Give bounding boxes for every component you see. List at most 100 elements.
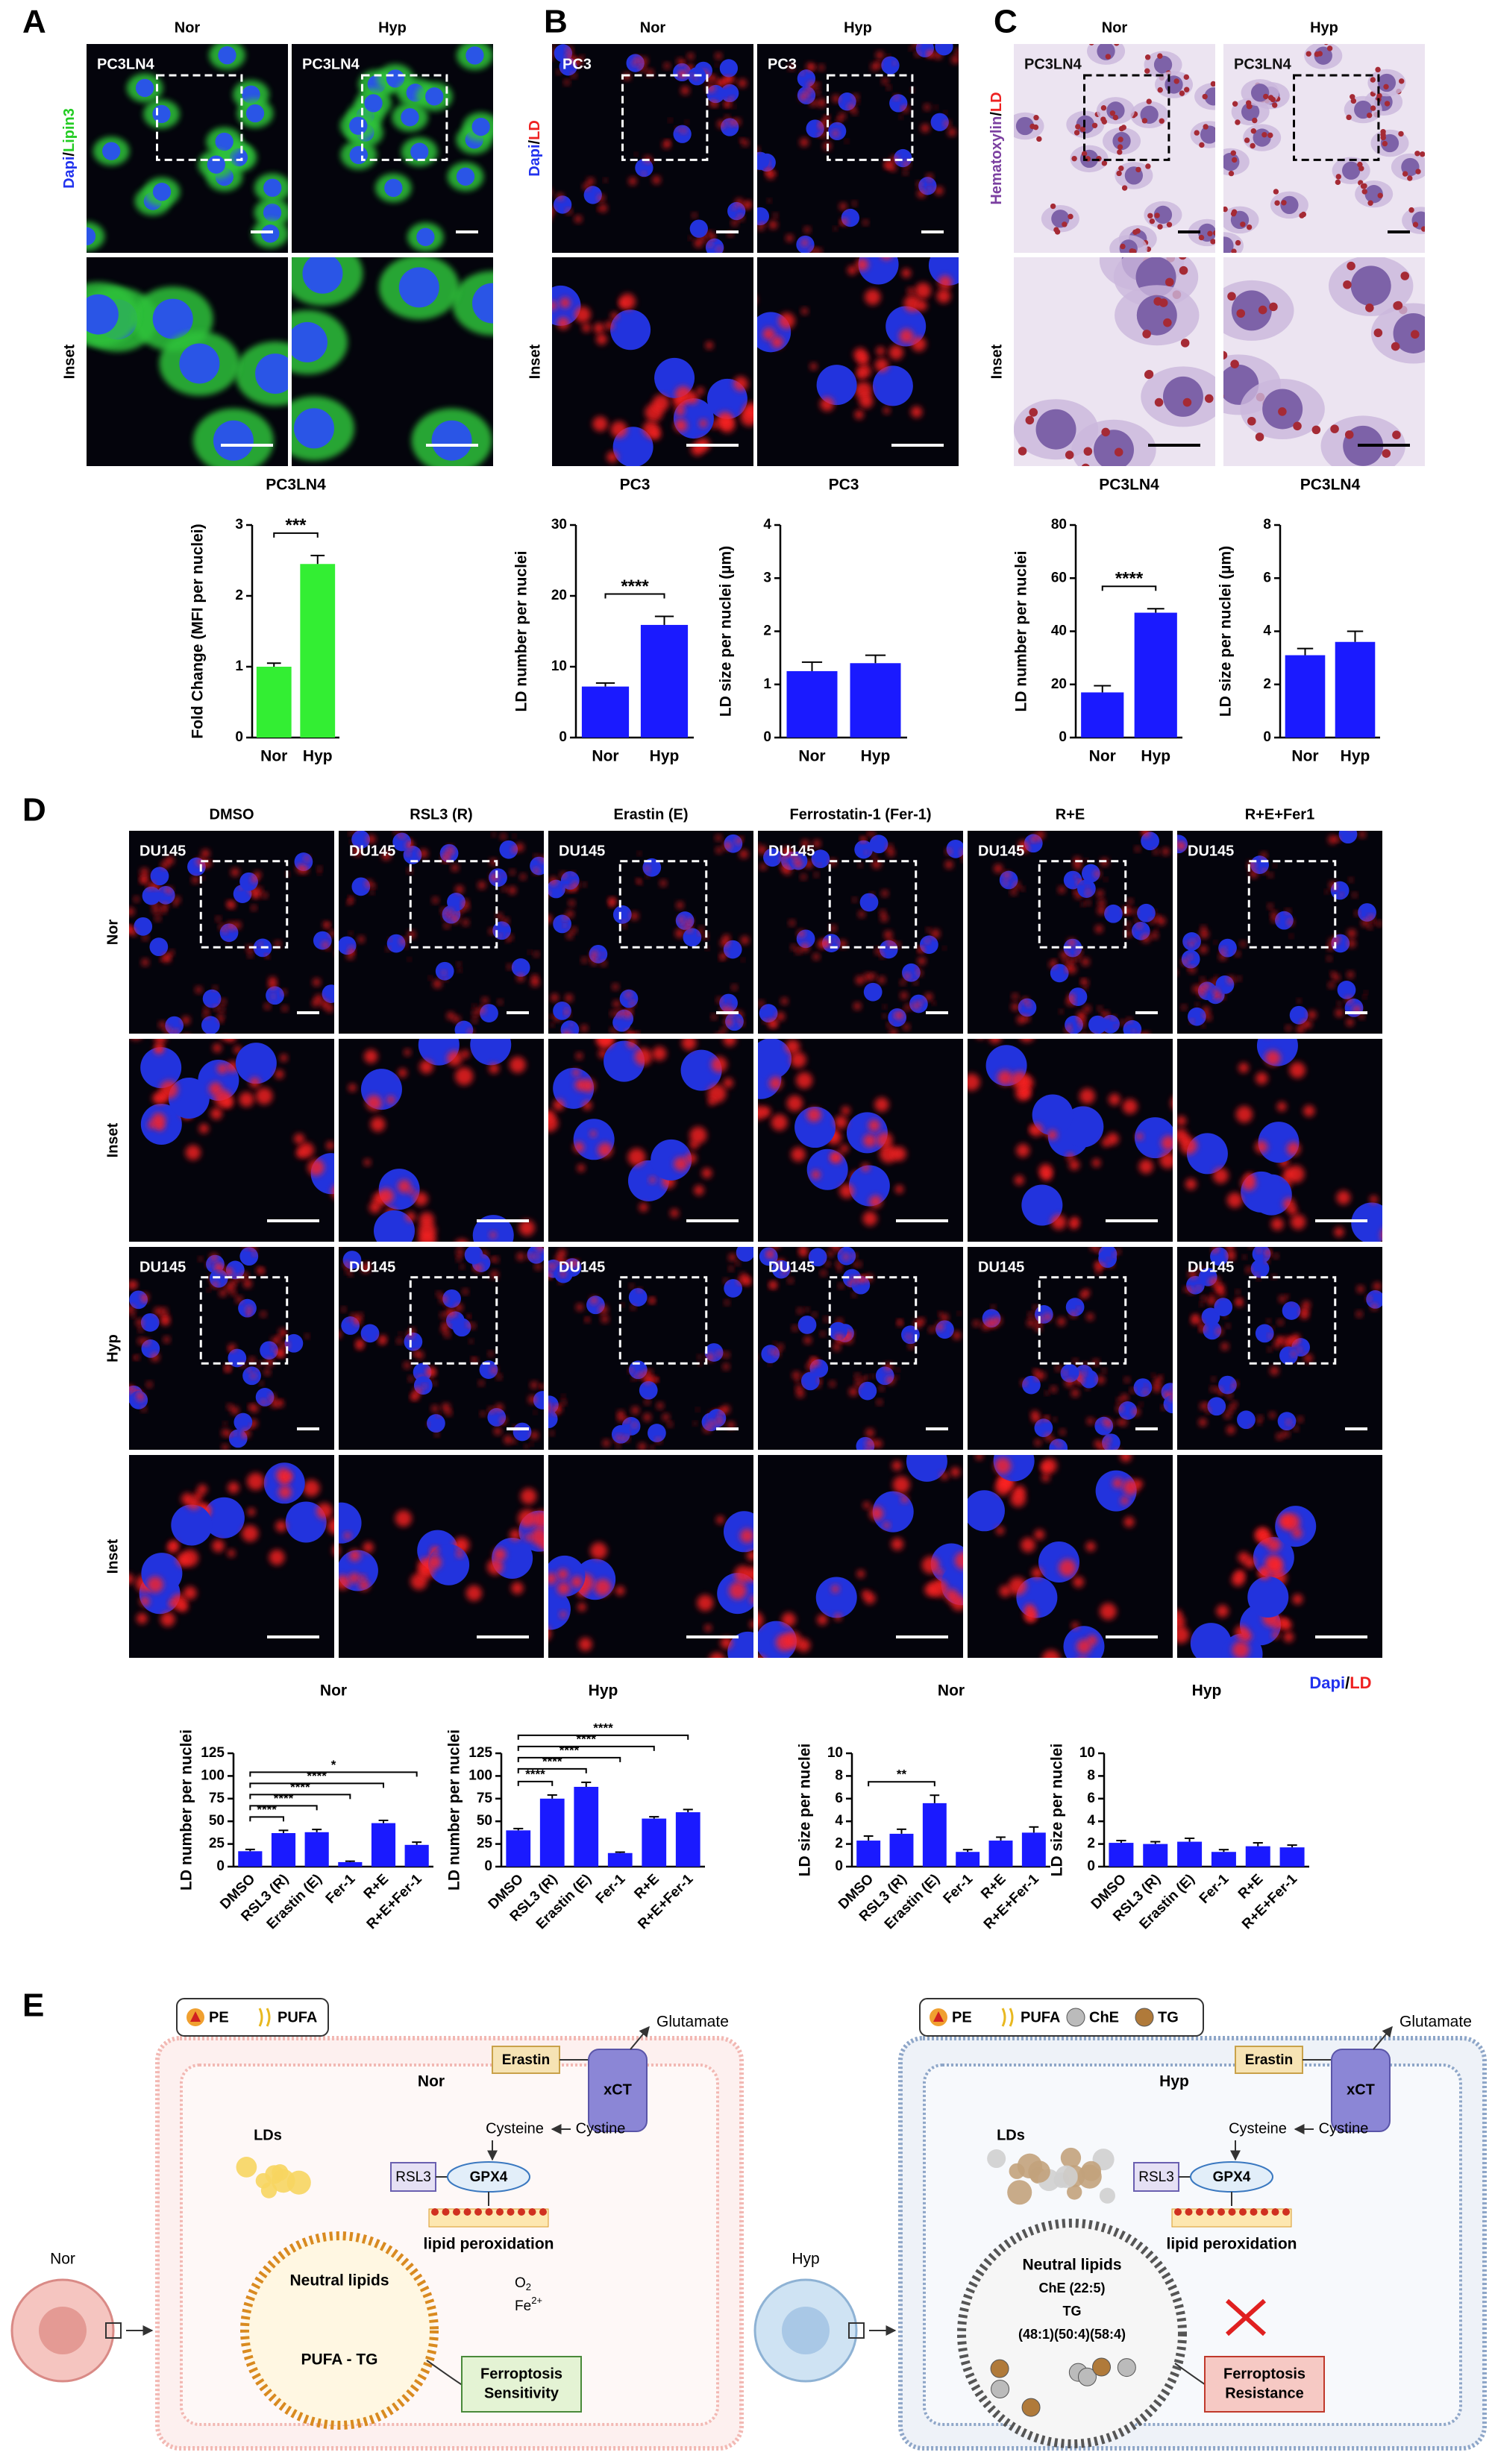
lipid-droplet — [729, 1266, 733, 1271]
lipid-droplet — [899, 329, 914, 344]
lipid-droplet — [780, 1272, 786, 1276]
lipid-droplet — [1142, 330, 1151, 339]
lipid-droplet — [1363, 995, 1367, 999]
lipid-droplet — [1190, 1019, 1194, 1023]
lipid-droplet — [1025, 415, 1035, 425]
cysteine-label: Cysteine — [486, 2120, 544, 2137]
lipid-droplet — [1325, 890, 1329, 894]
nucleus — [87, 227, 96, 245]
nucleus — [1201, 1307, 1220, 1327]
lipid-droplet — [1121, 185, 1128, 191]
lipid-droplet — [413, 1350, 419, 1356]
lipid-droplet — [912, 1002, 920, 1010]
lipid-droplet — [260, 2182, 278, 2199]
lipid-droplet — [226, 940, 230, 943]
lipid-droplet — [727, 1421, 735, 1429]
lipid-droplet — [795, 1385, 803, 1392]
lipid-droplet — [871, 1374, 875, 1378]
lipid-droplet — [926, 928, 931, 932]
lipid-droplet — [717, 412, 733, 428]
lipid-droplet — [160, 1080, 178, 1099]
lipid-droplet — [1179, 90, 1185, 96]
inset-box — [1038, 1276, 1127, 1365]
inset-box — [828, 860, 918, 949]
x-tick-label: Nor — [260, 748, 287, 765]
lipid-droplet — [1261, 852, 1267, 858]
lipid-droplet — [696, 387, 704, 395]
stain-label: Dapi/Lipin3 — [61, 108, 78, 189]
lipid-droplet — [1223, 394, 1224, 398]
lipid-droplet — [1119, 1418, 1127, 1427]
rsl3-box — [390, 2162, 436, 2192]
lipid-droplet — [1089, 44, 1094, 45]
lipid-droplet — [895, 1375, 899, 1379]
lipid-droplet — [1180, 339, 1190, 348]
lipid-droplet — [832, 1247, 839, 1248]
lipid-droplet — [196, 858, 204, 866]
lipid-droplet — [732, 984, 737, 990]
lipid-droplet — [917, 189, 926, 198]
lipid-droplet — [339, 1330, 342, 1339]
nucleus — [456, 167, 475, 186]
lipid-droplet — [1220, 947, 1226, 953]
lipid-droplet — [370, 1116, 386, 1132]
lipid-droplet — [721, 1028, 727, 1034]
lipid-droplet — [1276, 1433, 1283, 1440]
lipid-droplet — [1036, 136, 1042, 142]
lipid-droplet — [1212, 1377, 1216, 1382]
lipid-head — [1196, 2208, 1203, 2216]
y-tick-label: 8 — [835, 1767, 843, 1783]
lipid-droplet — [1370, 77, 1376, 83]
lipid-droplet — [142, 934, 148, 940]
lipid-droplet — [773, 1342, 777, 1345]
bar — [850, 663, 901, 738]
lipid-droplet — [632, 60, 639, 66]
lipid-droplet — [269, 1549, 285, 1565]
lipid-droplet — [1041, 1169, 1053, 1181]
lipid-droplet — [907, 287, 915, 295]
lipid-droplet — [236, 2157, 257, 2178]
lipid-droplet — [580, 54, 584, 59]
lipid-droplet — [1244, 137, 1250, 143]
lipid-droplet — [609, 903, 614, 908]
lipid-droplet — [507, 934, 513, 940]
lipid-droplet — [568, 1260, 574, 1266]
significance-bracket — [517, 1734, 689, 1740]
lipid-droplet — [1035, 1370, 1041, 1377]
lipid-droplet — [824, 940, 830, 946]
lipid-droplet — [1091, 1033, 1095, 1034]
lipid-droplet — [996, 1527, 1005, 1535]
lipid-droplet — [901, 268, 911, 278]
chart-title: Hyp — [1192, 1682, 1222, 1700]
lipid-droplet — [440, 1312, 446, 1318]
y-axis-label: LD number per nuclei — [178, 1729, 195, 1891]
condition-label: Nor — [418, 2073, 445, 2090]
lipid-droplet — [757, 223, 765, 230]
y-tick-label: 25 — [477, 1836, 493, 1852]
lipid-droplet — [615, 1435, 622, 1442]
lipid-droplet — [539, 855, 544, 862]
lipid-droplet — [496, 913, 503, 920]
y-tick-label: 2 — [835, 1836, 843, 1852]
lipid-droplet — [490, 1367, 498, 1374]
lipid-droplet — [1065, 1027, 1071, 1034]
lipid-droplet — [557, 317, 570, 330]
image-label: PC3LN4 — [1024, 56, 1082, 72]
lipid-droplet — [806, 1107, 821, 1122]
lipid-droplet — [630, 1001, 636, 1006]
lipid-droplet — [1365, 304, 1374, 312]
lipid-droplet — [1112, 114, 1119, 121]
image-label: PC3LN4 — [97, 56, 155, 72]
lipid-droplet — [248, 1357, 255, 1363]
lipid-head — [442, 2208, 450, 2216]
lipid-droplet — [680, 128, 687, 133]
lipid-droplet — [524, 1445, 529, 1448]
lipid-droplet — [723, 842, 732, 850]
lipid-droplet — [456, 1239, 468, 1242]
lipid-droplet — [239, 1092, 254, 1107]
lipid-droplet — [1214, 128, 1215, 131]
lipid-droplet — [275, 1069, 284, 1079]
lipid-droplet — [1094, 1261, 1103, 1270]
lipid-droplet — [935, 1323, 944, 1330]
oxygen-symbol: O — [515, 2275, 526, 2291]
